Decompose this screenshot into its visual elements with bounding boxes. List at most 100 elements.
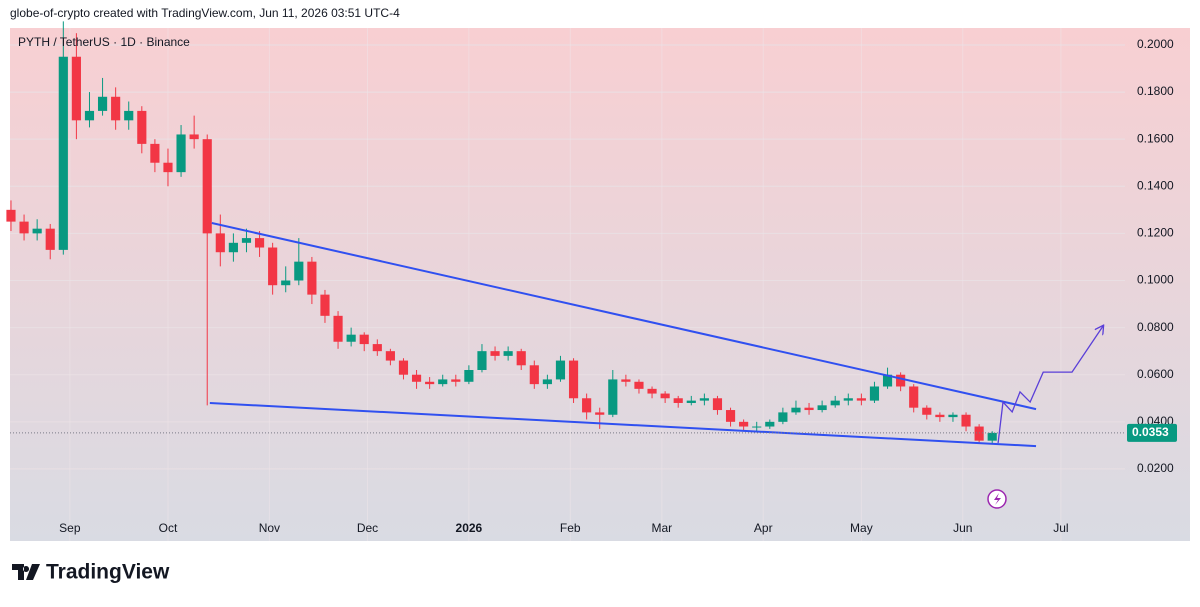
- x-tick-label: Oct: [159, 521, 178, 535]
- candle-body: [438, 379, 448, 385]
- candle-body: [490, 351, 500, 356]
- candle-body: [477, 351, 487, 370]
- brand-logo: [12, 564, 40, 580]
- candle-body: [385, 351, 395, 361]
- candle-body: [634, 381, 644, 389]
- candle-body: [673, 398, 683, 403]
- candle-body: [974, 426, 984, 441]
- candle-body: [686, 400, 696, 403]
- candle-body: [830, 400, 840, 406]
- x-tick-label: Mar: [652, 521, 673, 535]
- y-tick-label: 0.1400: [1137, 178, 1174, 192]
- candle-body: [281, 280, 291, 286]
- x-tick-label: Apr: [754, 521, 773, 535]
- y-tick-label: 0.1600: [1137, 131, 1174, 145]
- candle-body: [202, 139, 212, 234]
- brand-name: TradingView: [46, 561, 170, 584]
- x-tick-label: Jun: [953, 521, 972, 535]
- candle-body: [359, 334, 369, 345]
- x-tick-label: Dec: [357, 521, 378, 535]
- candle-body: [189, 134, 199, 140]
- candle-body: [176, 134, 186, 173]
- chart-background: [10, 28, 1190, 541]
- candle-body: [163, 162, 173, 173]
- candle-body: [372, 344, 382, 352]
- candle-body: [608, 379, 618, 415]
- candle-body: [568, 360, 579, 399]
- trendline: [209, 401, 1037, 448]
- candle-body: [555, 360, 566, 380]
- y-tick-label: 0.1000: [1137, 273, 1174, 287]
- candle-body: [294, 261, 304, 281]
- projection-path: [997, 326, 1103, 444]
- candle-body: [137, 110, 147, 144]
- y-tick-label: 0.1200: [1137, 226, 1174, 240]
- y-tick-label: 0.0800: [1137, 320, 1174, 334]
- candle-body: [856, 398, 866, 401]
- x-tick-label: Jul: [1053, 521, 1068, 535]
- candle-body: [935, 414, 945, 418]
- candle-body: [398, 360, 409, 375]
- candle-body: [97, 96, 108, 111]
- candle-body: [896, 374, 906, 387]
- candle-body: [647, 388, 657, 394]
- y-tick-label: 0.0200: [1137, 461, 1174, 475]
- candle-body: [869, 386, 880, 401]
- labels: 0.02000.04000.06000.08000.10000.12000.14…: [59, 37, 1177, 535]
- candle-body: [542, 379, 552, 385]
- candle-body: [503, 351, 513, 356]
- lightning-icon[interactable]: [987, 489, 1007, 509]
- candle-body: [241, 238, 252, 243]
- last-price-badge: [1127, 423, 1177, 442]
- candle-body: [228, 242, 238, 253]
- candle-body: [84, 110, 95, 121]
- candle-body: [464, 370, 474, 382]
- x-tick-label: 2026: [456, 521, 483, 535]
- candle-body: [215, 233, 225, 253]
- candle-body: [307, 261, 317, 295]
- candle-body: [6, 209, 16, 222]
- candle-body: [71, 56, 81, 121]
- candle-body: [595, 412, 605, 415]
- trendline: [211, 222, 1037, 411]
- candle-body: [621, 379, 631, 382]
- candle-body: [451, 379, 461, 382]
- candle-body: [778, 412, 788, 422]
- candle-body: [725, 410, 736, 422]
- candle-body: [45, 228, 55, 250]
- candle-body: [765, 421, 775, 427]
- candle-body: [111, 96, 121, 121]
- candle-body: [909, 386, 919, 408]
- candle-body: [529, 365, 539, 385]
- candle-body: [922, 407, 932, 415]
- candle-body: [254, 238, 265, 248]
- candle-body: [961, 414, 971, 427]
- candle-body: [817, 405, 827, 411]
- candle-body: [150, 143, 160, 163]
- candle-body: [425, 381, 435, 385]
- candle-body: [843, 398, 853, 401]
- x-tick-label: Sep: [59, 521, 81, 535]
- symbol-title: PYTH / TetherUS · 1D · Binance: [18, 35, 190, 49]
- x-tick-label: Feb: [560, 521, 581, 535]
- candle-body: [739, 421, 749, 427]
- x-tick-label: Nov: [259, 521, 280, 535]
- candle-body: [58, 56, 68, 250]
- y-tick-label: 0.0600: [1137, 367, 1174, 381]
- candle-body: [752, 426, 762, 428]
- candle-body: [268, 247, 278, 286]
- candle-body: [124, 110, 134, 121]
- candle-body: [411, 374, 422, 382]
- candle-body: [804, 407, 814, 411]
- candle-body: [660, 393, 670, 399]
- candle-body: [19, 221, 29, 234]
- candle-body: [791, 407, 801, 413]
- last-price-label: 0.0353: [1132, 425, 1169, 439]
- x-tick-label: May: [850, 521, 873, 535]
- marks: [6, 21, 1125, 448]
- candle-body: [882, 374, 893, 387]
- y-tick-label: 0.1800: [1137, 84, 1174, 98]
- candle-body: [320, 294, 330, 316]
- candle-body: [582, 398, 592, 413]
